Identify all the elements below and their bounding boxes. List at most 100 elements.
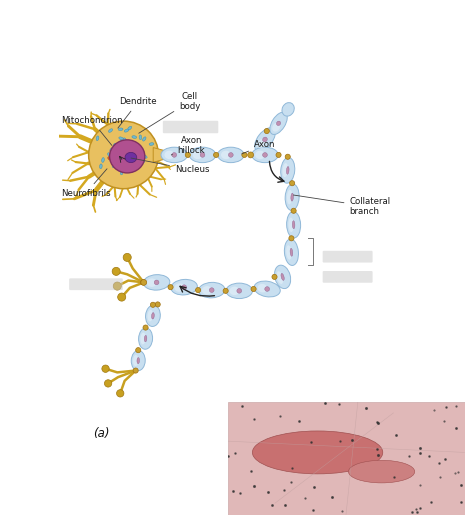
- Circle shape: [104, 380, 112, 387]
- FancyBboxPatch shape: [163, 121, 219, 133]
- Ellipse shape: [118, 128, 123, 131]
- Ellipse shape: [286, 166, 289, 174]
- Ellipse shape: [289, 217, 294, 232]
- Ellipse shape: [152, 312, 154, 319]
- Circle shape: [248, 152, 254, 158]
- Ellipse shape: [101, 158, 104, 162]
- Ellipse shape: [147, 278, 157, 287]
- Ellipse shape: [143, 155, 147, 158]
- Ellipse shape: [119, 140, 122, 144]
- Ellipse shape: [290, 248, 293, 256]
- Ellipse shape: [154, 280, 159, 285]
- Ellipse shape: [147, 310, 153, 321]
- Ellipse shape: [144, 275, 170, 290]
- Ellipse shape: [110, 148, 114, 151]
- Ellipse shape: [283, 163, 288, 177]
- Ellipse shape: [348, 460, 415, 483]
- Ellipse shape: [108, 153, 111, 157]
- Text: Neurofibrils: Neurofibrils: [61, 169, 111, 197]
- Circle shape: [223, 288, 228, 293]
- Ellipse shape: [109, 129, 112, 132]
- Ellipse shape: [144, 335, 147, 342]
- Ellipse shape: [89, 121, 158, 188]
- Circle shape: [289, 236, 294, 241]
- Text: Axon
hillock: Axon hillock: [171, 135, 205, 155]
- Circle shape: [185, 152, 191, 158]
- Ellipse shape: [127, 166, 129, 171]
- Circle shape: [272, 274, 277, 279]
- Ellipse shape: [229, 287, 239, 295]
- Ellipse shape: [161, 147, 187, 163]
- Ellipse shape: [287, 212, 301, 238]
- Ellipse shape: [291, 193, 293, 201]
- Ellipse shape: [281, 158, 295, 183]
- Ellipse shape: [131, 351, 145, 371]
- Circle shape: [123, 254, 131, 261]
- Ellipse shape: [149, 143, 154, 145]
- Ellipse shape: [120, 170, 123, 175]
- Circle shape: [285, 154, 290, 159]
- Circle shape: [141, 279, 146, 285]
- Circle shape: [251, 287, 256, 291]
- Ellipse shape: [146, 305, 160, 327]
- Ellipse shape: [270, 112, 287, 134]
- Ellipse shape: [274, 265, 291, 289]
- Ellipse shape: [172, 153, 177, 157]
- Ellipse shape: [112, 163, 116, 167]
- Circle shape: [112, 267, 120, 276]
- Circle shape: [140, 280, 146, 285]
- Ellipse shape: [284, 239, 299, 266]
- Circle shape: [213, 152, 219, 158]
- Circle shape: [291, 208, 296, 213]
- Ellipse shape: [257, 139, 266, 148]
- Circle shape: [196, 288, 201, 292]
- FancyBboxPatch shape: [323, 271, 373, 283]
- Circle shape: [136, 348, 141, 353]
- Ellipse shape: [255, 151, 265, 159]
- Text: Mitochondrion: Mitochondrion: [61, 116, 123, 145]
- Ellipse shape: [237, 289, 242, 293]
- Ellipse shape: [109, 140, 145, 173]
- Ellipse shape: [135, 151, 138, 155]
- Ellipse shape: [174, 284, 184, 292]
- Ellipse shape: [286, 245, 292, 260]
- Circle shape: [118, 293, 126, 301]
- Circle shape: [168, 285, 173, 290]
- Ellipse shape: [108, 156, 115, 161]
- Polygon shape: [153, 148, 177, 162]
- Circle shape: [290, 181, 295, 186]
- FancyBboxPatch shape: [69, 278, 123, 290]
- Ellipse shape: [277, 271, 283, 284]
- Ellipse shape: [130, 151, 133, 156]
- Ellipse shape: [132, 135, 137, 139]
- Ellipse shape: [263, 153, 267, 157]
- Ellipse shape: [228, 153, 233, 157]
- Ellipse shape: [292, 220, 295, 229]
- Ellipse shape: [171, 279, 197, 295]
- Ellipse shape: [123, 138, 127, 142]
- Ellipse shape: [221, 151, 231, 159]
- Ellipse shape: [119, 137, 123, 140]
- Ellipse shape: [199, 282, 225, 298]
- Ellipse shape: [128, 127, 132, 130]
- Text: Dendrite: Dendrite: [118, 97, 157, 128]
- Text: Nucleus: Nucleus: [131, 158, 210, 174]
- Ellipse shape: [114, 154, 117, 159]
- Ellipse shape: [210, 288, 214, 292]
- Ellipse shape: [164, 151, 174, 159]
- Ellipse shape: [100, 164, 102, 169]
- Circle shape: [150, 302, 155, 307]
- Circle shape: [117, 390, 124, 397]
- Ellipse shape: [193, 151, 203, 159]
- Ellipse shape: [200, 153, 205, 157]
- Ellipse shape: [139, 135, 142, 140]
- Ellipse shape: [124, 129, 129, 132]
- Ellipse shape: [265, 287, 270, 291]
- Ellipse shape: [136, 154, 141, 158]
- Circle shape: [133, 368, 138, 373]
- Ellipse shape: [257, 284, 267, 292]
- Ellipse shape: [252, 147, 278, 163]
- Ellipse shape: [138, 328, 153, 349]
- Circle shape: [242, 152, 247, 158]
- Ellipse shape: [272, 123, 280, 132]
